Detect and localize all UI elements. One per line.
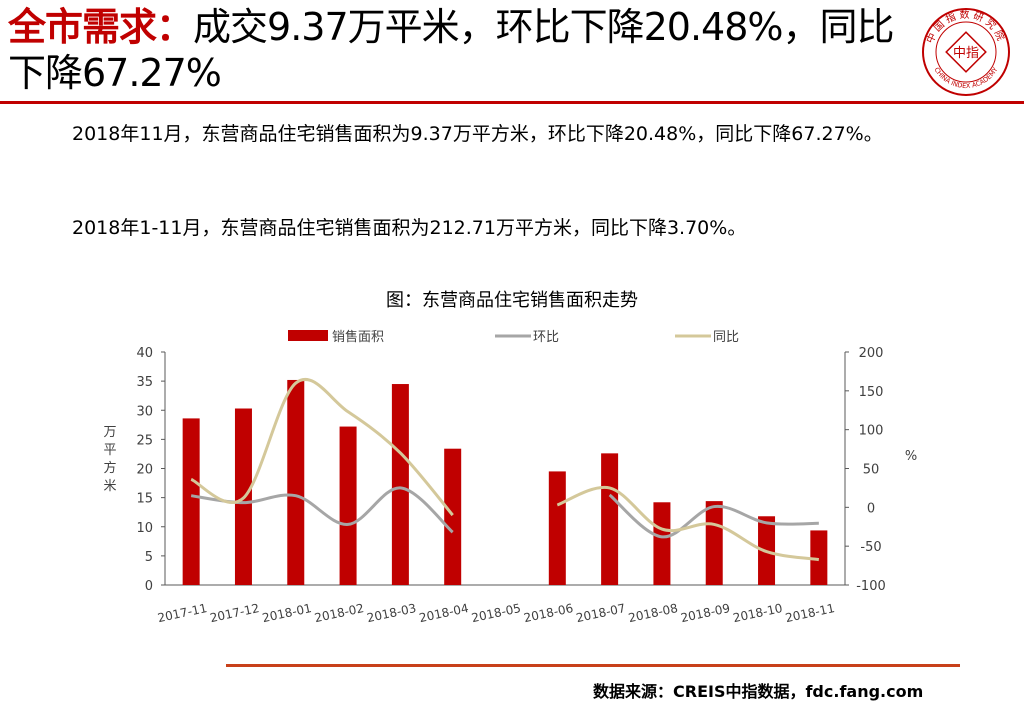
x-tick-label: 2018-07 xyxy=(575,601,627,625)
bar-sales-area xyxy=(339,426,357,585)
x-tick-label: 2018-10 xyxy=(732,601,784,625)
bar-sales-area xyxy=(601,453,619,585)
y-tick-label: 10 xyxy=(136,521,153,536)
svg-text:CHINA INDEX ACADEMY: CHINA INDEX ACADEMY xyxy=(933,66,1000,90)
x-tick-label: 2018-11 xyxy=(784,601,836,625)
y-tick-label: 25 xyxy=(136,433,153,448)
title-highlight: 全市需求： xyxy=(8,5,194,49)
line-yoy xyxy=(190,378,454,517)
line-mom xyxy=(608,493,819,539)
svg-text:中国指数研究院: 中国指数研究院 xyxy=(923,8,1009,45)
footer-divider xyxy=(226,664,960,667)
logo-seal: 中国指数研究院 CHINA INDEX ACADEMY 中指 xyxy=(922,8,1010,96)
y2-tick-label: 200 xyxy=(859,346,884,361)
bar-sales-area xyxy=(391,384,409,585)
chart-title: 图：东营商品住宅销售面积走势 xyxy=(386,290,638,311)
x-tick-label: 2018-05 xyxy=(470,601,522,625)
page-title: 全市需求：成交9.37万平米，环比下降20.48%，同比下降67.27% xyxy=(8,4,908,96)
bar-sales-area xyxy=(653,502,671,585)
y-tick-label: 35 xyxy=(136,375,153,390)
bar-sales-area xyxy=(182,418,200,585)
title-rest: 成交9.37万平米，环比下降20.48%，同比下降67.27% xyxy=(8,5,895,95)
legend-label-mom: 环比 xyxy=(533,330,559,345)
line-yoy xyxy=(556,485,820,562)
x-tick-label: 2018-06 xyxy=(522,601,574,625)
y2-tick-label: 150 xyxy=(859,385,884,400)
legend-swatch-bar xyxy=(288,330,328,341)
y-tick-label: 0 xyxy=(145,579,153,594)
y2-axis-label: % xyxy=(905,449,917,464)
paragraph-ytd: 2018年1-11月，东营商品住宅销售面积为212.71万平方米，同比下降3.7… xyxy=(72,217,747,239)
y-tick-label: 30 xyxy=(136,404,153,419)
y2-tick-label: 50 xyxy=(863,463,880,478)
header-divider xyxy=(0,101,1024,104)
x-tick-label: 2018-01 xyxy=(261,601,313,625)
x-tick-label: 2018-09 xyxy=(679,601,731,625)
x-tick-label: 2018-08 xyxy=(627,601,679,625)
y-tick-label: 5 xyxy=(145,550,153,565)
logo-bottom-text: CHINA INDEX ACADEMY xyxy=(933,66,1000,90)
x-tick-label: 2018-03 xyxy=(366,601,418,625)
x-tick-label: 2018-02 xyxy=(313,601,365,625)
legend-label-sales: 销售面积 xyxy=(332,329,384,345)
bar-sales-area xyxy=(444,448,462,585)
x-tick-label: 2017-11 xyxy=(156,601,208,625)
line-mom xyxy=(190,486,454,534)
data-source: 数据来源：CREIS中指数据，fdc.fang.com xyxy=(593,682,924,701)
y2-tick-label: -100 xyxy=(856,579,886,594)
combo-chart: 0 5 10 15 20 25 30 35 40 -100 -50 0 50 100 150 200 万平方米%… xyxy=(103,329,917,625)
x-tick-label: 2018-04 xyxy=(418,601,470,625)
legend-label-yoy: 同比 xyxy=(713,330,739,345)
y-axis-label: 万平方米 xyxy=(103,425,116,494)
y-tick-label: 20 xyxy=(136,463,153,478)
bar-sales-area xyxy=(287,379,305,585)
y2-tick-label: -50 xyxy=(860,540,881,555)
x-tick-label: 2017-12 xyxy=(209,601,261,625)
bar-sales-area xyxy=(810,530,828,585)
bar-sales-area xyxy=(548,471,566,585)
paragraph-monthly: 2018年11月，东营商品住宅销售面积为9.37万平方米，环比下降20.48%，… xyxy=(72,123,883,145)
y-tick-label: 15 xyxy=(136,492,153,507)
y2-tick-label: 100 xyxy=(859,424,884,439)
y-tick-label: 40 xyxy=(136,346,153,361)
logo-center-text: 中指 xyxy=(953,46,979,61)
y2-tick-label: 0 xyxy=(867,501,875,516)
bar-sales-area xyxy=(705,501,723,585)
logo-top-text: 中国指数研究院 xyxy=(923,8,1006,45)
